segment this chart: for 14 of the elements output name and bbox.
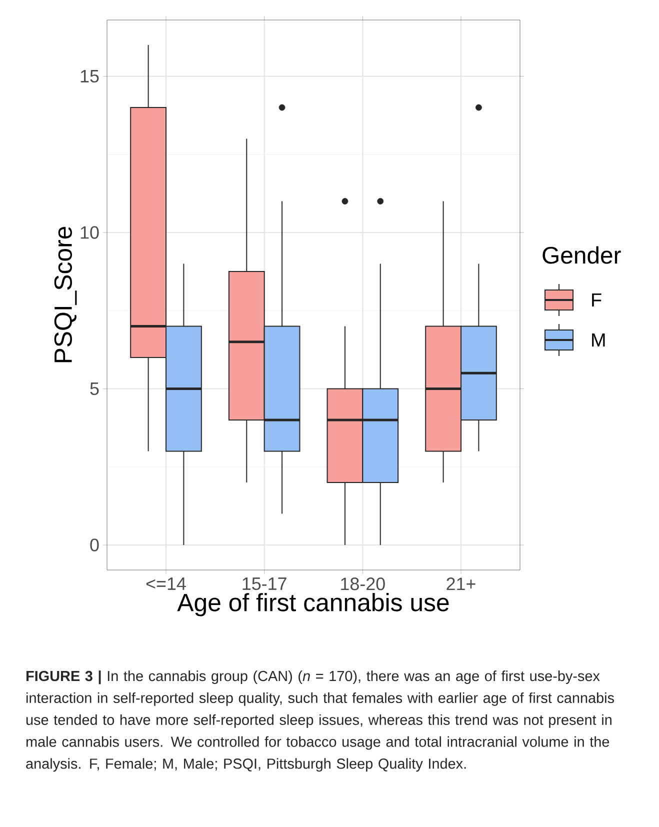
y-tick-label: 10	[80, 226, 99, 239]
legend-title: Gender	[542, 246, 621, 264]
y-tick-label: 15	[80, 70, 99, 82]
x-tick-label: 15-17	[242, 578, 286, 590]
y-axis-title: PSQI_Score	[54, 226, 77, 362]
x-axis-title: Age of first cannabis use	[177, 593, 449, 616]
legend-label: F	[592, 293, 602, 307]
text: FIGURE 3 | In the cannabis group (CAN) (n = 170), there was an age of first use-by-sex interaction in self-reported sleep quality, such that females with earlier age of first cannabis use tended to have more self-reported sleep issues, whereas this trend was not present in male cannabis users. We controlled for tobacco usage and total intracranial volume in the analysis. F, Female; M, Male; PSQI, Pittsburgh Sleep Quality Index.	[26, 670, 614, 772]
y-tick-label: 5	[90, 382, 99, 395]
x-tick-label: 18-20	[341, 578, 385, 590]
legend-label: M	[592, 333, 605, 347]
y-tick-label: 0	[90, 538, 99, 552]
x-tick-label: 21+	[446, 578, 476, 590]
x-tick-label: <=14	[146, 578, 186, 590]
